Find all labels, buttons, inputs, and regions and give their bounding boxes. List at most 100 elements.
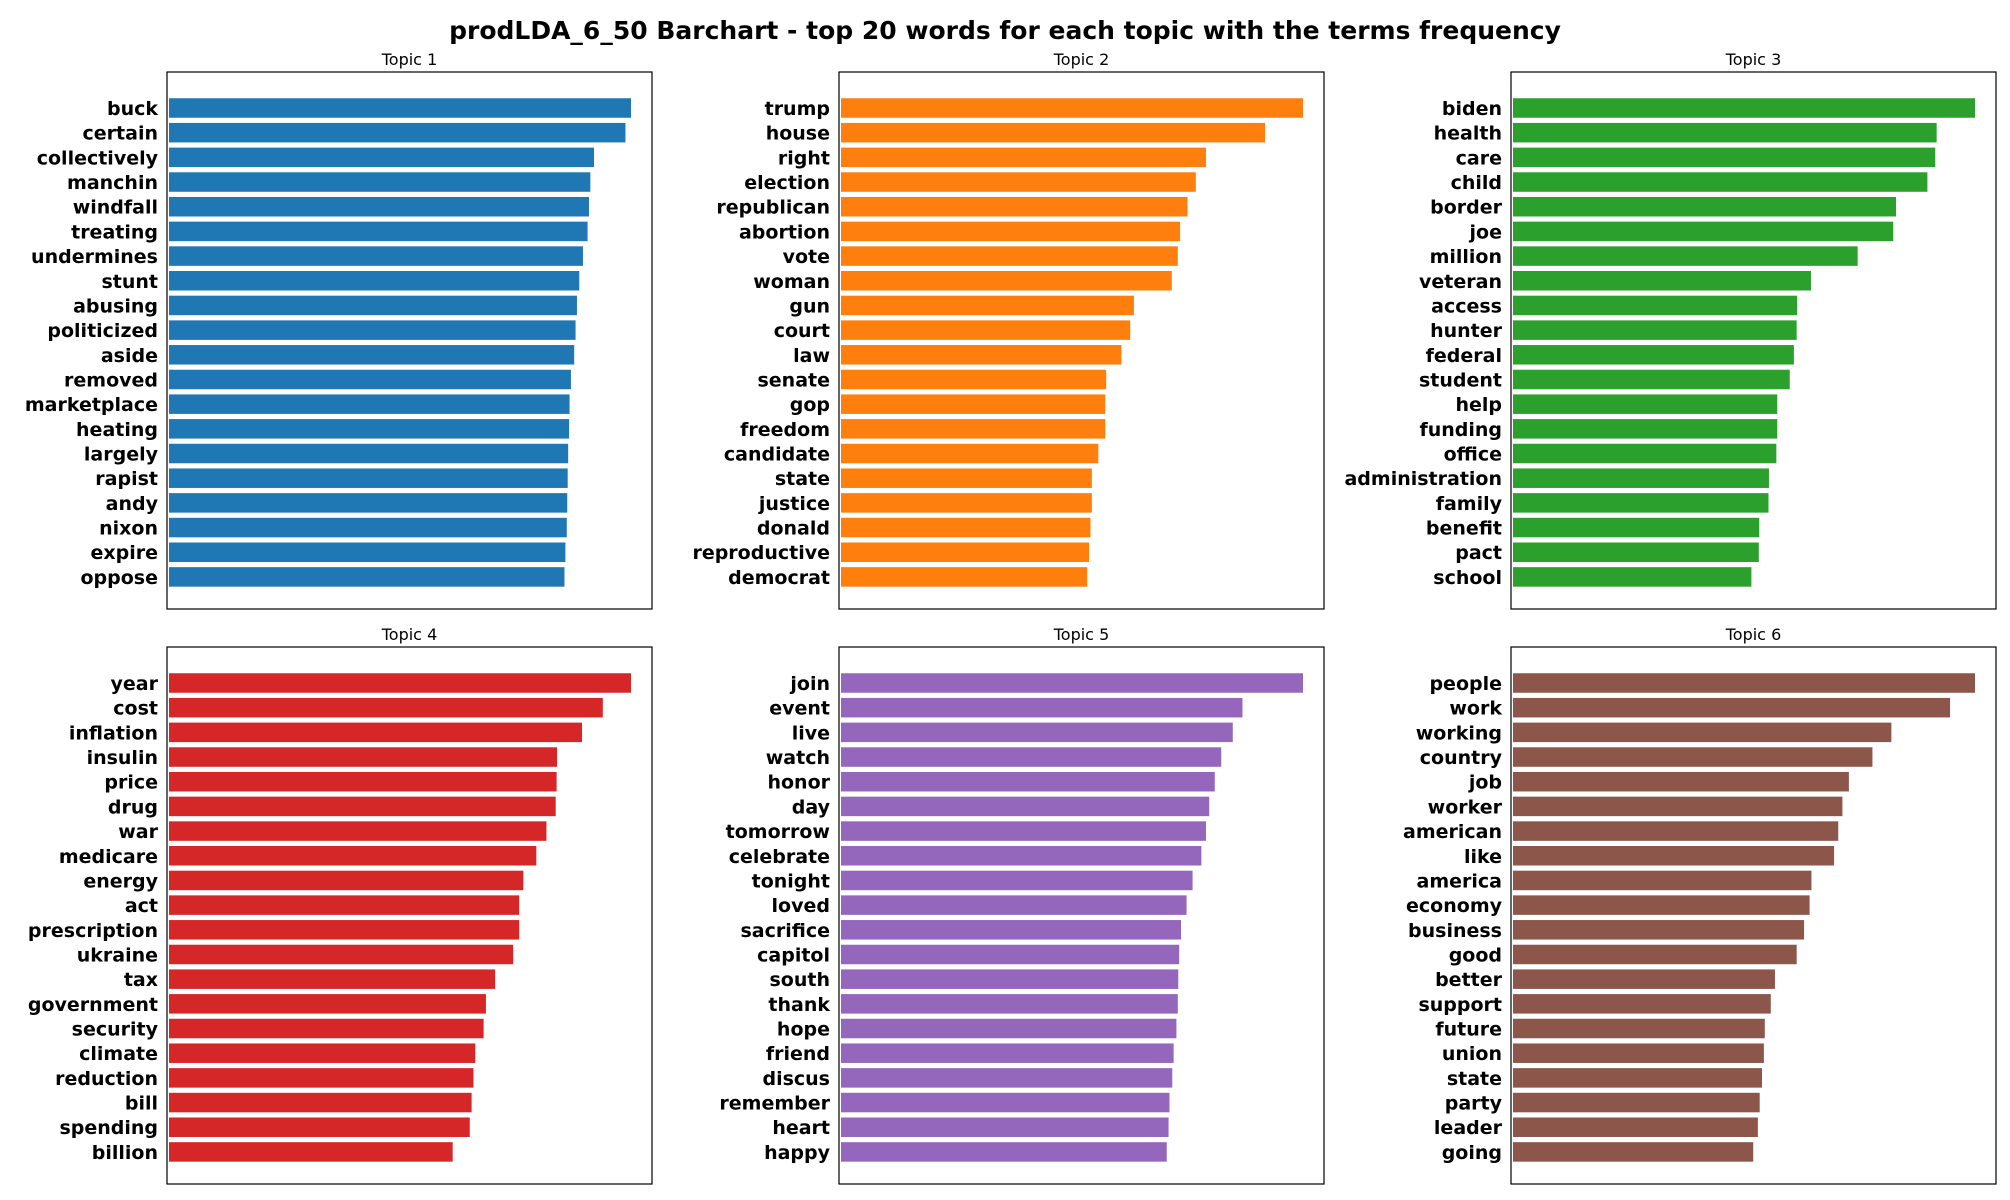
word-label: freedom — [740, 419, 830, 441]
plot-frame — [166, 646, 653, 1185]
bar — [1513, 944, 1797, 965]
bar — [169, 122, 626, 143]
bar — [841, 196, 1188, 217]
bar — [1513, 846, 1835, 866]
word-label: state — [1447, 1068, 1502, 1090]
panel-title: Topic 2 — [1053, 50, 1110, 69]
bar — [169, 345, 575, 365]
word-label: health — [1434, 123, 1502, 145]
word-label: million — [1430, 246, 1502, 268]
word-label: access — [1431, 295, 1502, 317]
word-label: event — [769, 698, 830, 720]
bar — [1513, 771, 1849, 792]
bar — [169, 920, 520, 940]
bar — [841, 542, 1090, 562]
word-label: leader — [1434, 1117, 1503, 1139]
bar — [1513, 443, 1777, 464]
bar — [169, 944, 514, 965]
bar — [1513, 870, 1812, 891]
word-label: republican — [716, 197, 830, 219]
word-label: politicized — [47, 320, 158, 342]
word-label: treating — [71, 221, 158, 243]
word-label: spending — [59, 1117, 158, 1139]
bar — [841, 394, 1106, 414]
word-label: hunter — [1430, 320, 1503, 342]
bar — [1513, 1117, 1758, 1137]
bar — [169, 295, 577, 316]
word-label: honor — [767, 772, 830, 794]
word-label: medicare — [59, 846, 158, 868]
word-label: help — [1455, 394, 1502, 416]
word-label: business — [1408, 920, 1502, 942]
bar — [169, 468, 568, 488]
bar — [1513, 147, 1936, 168]
bar — [169, 419, 570, 439]
word-label: removed — [64, 369, 158, 391]
bar — [169, 542, 566, 562]
word-label: buck — [107, 98, 158, 120]
word-label: american — [1403, 821, 1502, 843]
word-label: bill — [125, 1093, 158, 1115]
bar — [1513, 122, 1937, 143]
word-label: trump — [765, 98, 830, 120]
word-label: vote — [783, 246, 830, 268]
word-label: house — [766, 123, 830, 145]
bar — [1513, 722, 1892, 743]
bar — [1513, 567, 1752, 587]
bar — [169, 994, 486, 1014]
word-label: work — [1449, 698, 1502, 720]
bar — [841, 870, 1193, 891]
word-label: abusing — [73, 295, 158, 317]
bar — [169, 1092, 472, 1113]
bar — [1513, 221, 1894, 242]
bar — [841, 920, 1182, 940]
word-label: better — [1435, 969, 1503, 991]
bar — [841, 122, 1266, 143]
word-label: discus — [762, 1068, 830, 1090]
bar — [841, 271, 1172, 291]
word-label: worker — [1428, 796, 1503, 818]
bar — [841, 697, 1243, 718]
word-label: woman — [753, 271, 830, 293]
bar — [841, 493, 1092, 513]
word-label: energy — [83, 870, 158, 892]
word-label: economy — [1406, 895, 1503, 917]
panel-title: Topic 1 — [381, 50, 438, 69]
bar — [841, 246, 1178, 266]
word-label: oppose — [80, 567, 158, 589]
word-label: union — [1442, 1043, 1502, 1065]
word-label: loved — [772, 895, 830, 917]
word-label: like — [1464, 846, 1502, 868]
word-label: heating — [76, 419, 158, 441]
bar — [169, 1018, 484, 1039]
word-label: border — [1430, 197, 1503, 219]
bar — [841, 345, 1122, 365]
bar — [169, 147, 595, 168]
bar — [1513, 394, 1778, 414]
word-label: friend — [766, 1043, 830, 1065]
word-label: pact — [1455, 542, 1502, 564]
bar — [169, 246, 583, 266]
bar — [841, 295, 1134, 316]
bar — [169, 394, 570, 414]
bar — [169, 895, 520, 915]
word-label: student — [1419, 369, 1502, 391]
bar — [841, 1068, 1173, 1088]
word-label: rapist — [95, 468, 158, 490]
bar — [1513, 1068, 1763, 1088]
word-label: election — [744, 172, 830, 194]
bar — [841, 821, 1206, 841]
bar — [841, 771, 1215, 792]
bar — [1513, 517, 1760, 538]
bar — [1513, 172, 1928, 192]
word-label: country — [1420, 747, 1503, 769]
word-label: tax — [124, 969, 158, 991]
bar — [841, 147, 1206, 168]
bar — [169, 771, 557, 792]
word-label: expire — [90, 542, 158, 564]
bar — [1513, 271, 1811, 291]
bar — [169, 722, 583, 743]
word-label: funding — [1419, 419, 1502, 441]
